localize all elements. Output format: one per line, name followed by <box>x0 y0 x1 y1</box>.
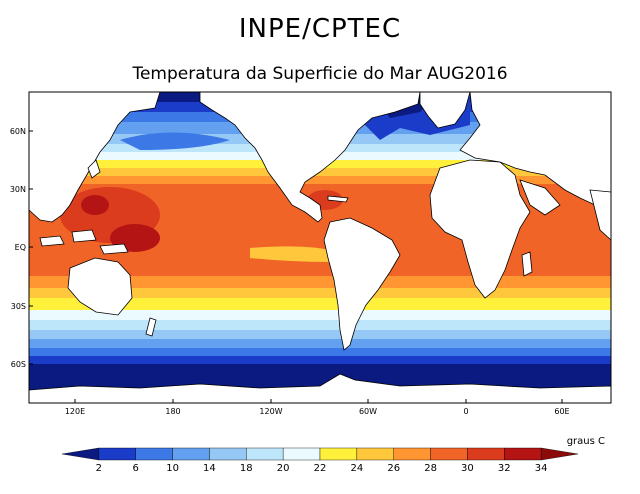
colorbar-swatch <box>430 447 468 461</box>
colorbar-swatch <box>319 447 358 461</box>
cold-tongue <box>250 246 330 262</box>
new-zealand <box>145 317 157 337</box>
cuba <box>327 195 349 203</box>
lon-label-60w: 60W <box>359 407 377 416</box>
madagascar <box>521 251 533 277</box>
greenland <box>419 92 471 129</box>
colorbar-tick-label: 20 <box>277 463 290 474</box>
colorbar-swatch <box>61 447 100 461</box>
indonesia-island-1 <box>39 235 65 247</box>
colorbar-swatch <box>504 447 542 461</box>
warm-pool-core-north <box>81 195 109 215</box>
colorbar-tick-label: 2 <box>96 463 102 474</box>
continents <box>29 92 611 403</box>
lon-ticks <box>74 399 563 403</box>
colorbar-tick-label: 26 <box>387 463 400 474</box>
indonesia-island-2 <box>71 229 97 243</box>
japan <box>87 159 101 179</box>
india <box>589 189 611 241</box>
australia <box>67 257 133 316</box>
lon-label-120w: 120W <box>259 407 282 416</box>
colorbar-swatch <box>135 447 173 461</box>
eurasia-east <box>29 92 161 223</box>
colorbar-swatch <box>209 447 247 461</box>
colorbar-tick-label: 22 <box>314 463 327 474</box>
colorbar-swatch <box>467 447 505 461</box>
colorbar-tick-label: 34 <box>535 463 548 474</box>
lon-label-120e: 120E <box>65 407 85 416</box>
north-america <box>199 92 421 223</box>
north-pacific-cool <box>120 132 230 150</box>
lat-label-30n: 30N <box>10 185 26 194</box>
lat-label-60n: 60N <box>10 127 26 136</box>
colorbar-tick-label: 6 <box>133 463 139 474</box>
lon-label-60e: 60E <box>554 407 569 416</box>
colorbar-swatch <box>172 447 210 461</box>
colorbar-swatch <box>246 447 284 461</box>
lon-label-0: 0 <box>463 407 468 416</box>
africa <box>429 159 531 299</box>
lat-label-eq: EQ <box>15 243 26 252</box>
antarctica <box>29 373 611 403</box>
colorbar-swatch <box>393 447 431 461</box>
colorbar-tick-label: 30 <box>461 463 474 474</box>
colorbar-tick-label: 24 <box>350 463 363 474</box>
south-america <box>323 217 401 351</box>
colorbar-tick-label: 32 <box>498 463 511 474</box>
lat-label-30s: 30S <box>11 302 26 311</box>
colorbar-swatch <box>356 447 394 461</box>
lat-label-60s: 60S <box>11 360 26 369</box>
colorbar-unit-label: graus C <box>567 436 605 447</box>
colorbar-tick-label: 18 <box>240 463 253 474</box>
lon-label-180: 180 <box>165 407 180 416</box>
colorbar-tick-label: 10 <box>166 463 179 474</box>
indian-ocean-warm <box>510 205 600 265</box>
colorbar-tick-label: 28 <box>424 463 437 474</box>
map-subtitle: Temperatura da Superficie do Mar AUG2016 <box>132 64 508 84</box>
colorbar-swatch <box>98 447 136 461</box>
map-title: INPE/CPTEC <box>238 14 402 44</box>
colorbar-swatch <box>540 447 579 461</box>
arabia <box>519 179 561 216</box>
colorbar-swatch <box>282 447 321 461</box>
lat-ticks <box>29 130 33 365</box>
colorbar-tick-label: 14 <box>203 463 216 474</box>
colorbar: 2 6 10 14 18 20 22 24 26 28 30 32 34 <box>61 447 579 474</box>
new-guinea <box>99 243 129 255</box>
